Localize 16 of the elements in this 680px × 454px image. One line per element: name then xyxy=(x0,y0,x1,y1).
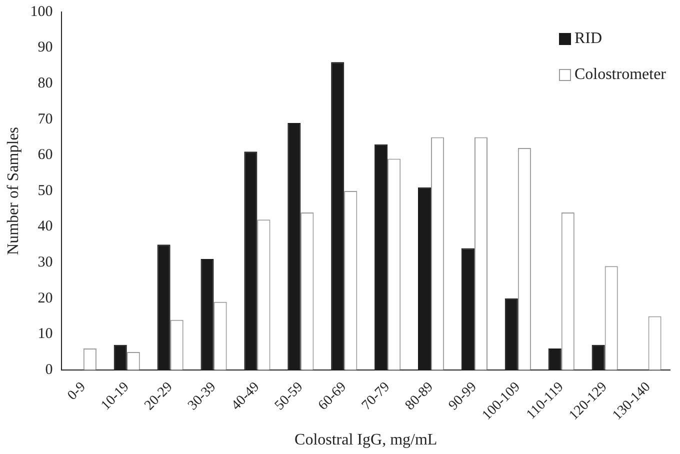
y-tick-label: 80 xyxy=(38,76,53,92)
y-tick-label: 10 xyxy=(38,326,53,342)
y-axis-title: Number of Samples xyxy=(4,126,22,255)
y-tick-label: 50 xyxy=(38,182,53,199)
y-tick-label: 90 xyxy=(38,40,53,56)
x-tick-label: 0-9 xyxy=(65,380,89,404)
y-tick-label: 30 xyxy=(38,254,53,270)
legend-label: Colostrometer xyxy=(574,66,666,84)
y-tick-label: 70 xyxy=(38,111,53,128)
y-tick-label: 20 xyxy=(38,290,53,306)
y-tick-label: 60 xyxy=(38,147,53,164)
x-axis-title: Colostral IgG, mg/mL xyxy=(294,432,438,449)
legend-label: RID xyxy=(574,30,602,48)
y-tick-label: 0 xyxy=(45,362,53,378)
y-tick-label: 40 xyxy=(38,218,53,235)
y-tick-label: 100 xyxy=(30,4,53,20)
